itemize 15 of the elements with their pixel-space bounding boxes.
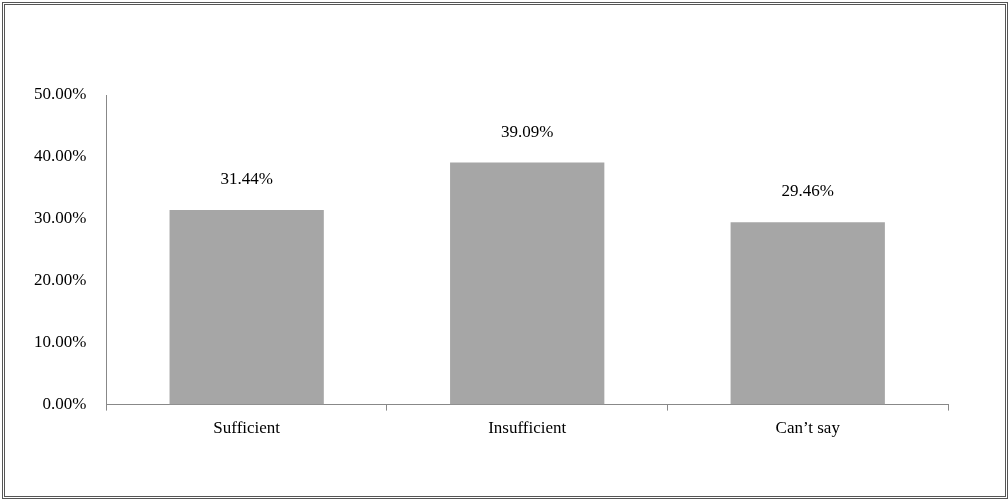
y-tick-label: 0.00% xyxy=(42,394,87,414)
x-tick-label: Can’t say xyxy=(775,418,841,438)
bar xyxy=(450,162,605,405)
y-tick-label: 10.00% xyxy=(33,332,87,352)
bar xyxy=(169,209,324,405)
x-tick-label: Sufficient xyxy=(213,418,281,438)
y-tick-label: 30.00% xyxy=(33,208,87,228)
y-tick-label: 40.00% xyxy=(33,146,87,166)
x-tick-label: Insufficient xyxy=(488,418,567,438)
y-tick-label: 50.00% xyxy=(33,84,87,104)
y-tick-label: 20.00% xyxy=(33,270,87,290)
data-label: 31.44% xyxy=(220,168,273,188)
bar xyxy=(730,222,885,405)
data-label: 29.46% xyxy=(781,181,834,201)
data-label: 39.09% xyxy=(500,121,554,141)
